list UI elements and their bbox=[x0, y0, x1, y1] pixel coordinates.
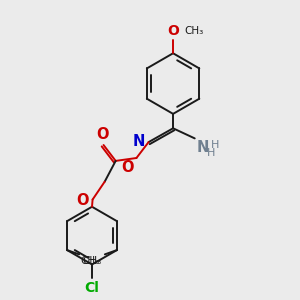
Text: CH₃: CH₃ bbox=[83, 256, 102, 266]
Text: H: H bbox=[207, 148, 215, 158]
Text: O: O bbox=[76, 193, 89, 208]
Text: N: N bbox=[197, 140, 209, 155]
Text: Cl: Cl bbox=[85, 281, 99, 295]
Text: O: O bbox=[122, 160, 134, 175]
Text: CH₃: CH₃ bbox=[81, 256, 100, 266]
Text: CH₃: CH₃ bbox=[184, 26, 203, 36]
Text: O: O bbox=[96, 127, 108, 142]
Text: N: N bbox=[133, 134, 145, 149]
Text: H: H bbox=[211, 140, 219, 150]
Text: O: O bbox=[167, 24, 179, 38]
